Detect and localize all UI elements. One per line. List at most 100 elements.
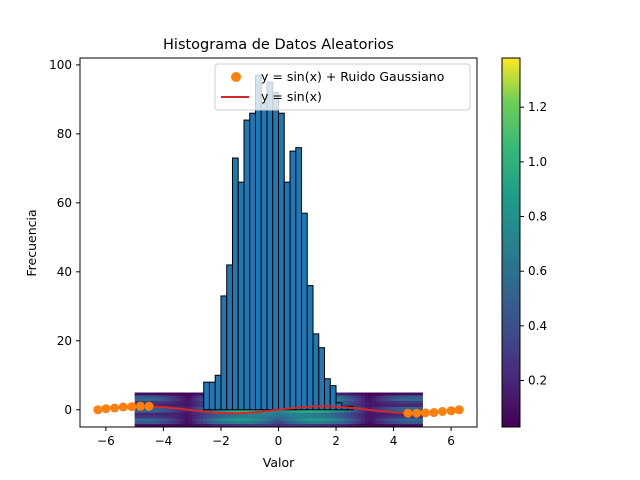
heatmap-cell bbox=[271, 424, 276, 427]
heatmap-cell bbox=[167, 395, 172, 399]
heatmap-cell bbox=[314, 409, 319, 414]
heatmap-cell bbox=[199, 418, 204, 422]
heatmap-cell bbox=[145, 398, 150, 402]
heatmap-cell bbox=[314, 424, 319, 427]
heatmap-cell bbox=[163, 424, 168, 427]
heatmap-cell bbox=[336, 412, 341, 417]
heatmap-cell bbox=[368, 421, 373, 425]
heatmap-cell bbox=[163, 404, 168, 408]
heatmap-cell bbox=[159, 398, 165, 402]
heatmap-cell bbox=[375, 418, 380, 422]
heatmap-cell bbox=[220, 415, 226, 419]
heatmap-cell bbox=[167, 409, 172, 414]
heatmap-cell bbox=[303, 421, 308, 425]
heatmap-cell bbox=[361, 421, 366, 425]
heatmap-cell bbox=[379, 395, 384, 399]
heatmap-cell bbox=[195, 415, 200, 419]
heatmap-cell bbox=[217, 421, 222, 425]
heatmap-cell bbox=[177, 418, 183, 422]
heatmap-cell bbox=[185, 418, 190, 422]
heatmap-cell bbox=[343, 412, 348, 417]
colorbar-tick-label: 1.2 bbox=[528, 100, 547, 114]
colorbar-gradient bbox=[501, 57, 521, 428]
y-axis-label: Frecuencia bbox=[24, 209, 39, 276]
heatmap-cell bbox=[379, 421, 384, 425]
heatmap-cell bbox=[217, 418, 222, 422]
heatmap-cell bbox=[389, 415, 395, 419]
heatmap-cell bbox=[149, 412, 154, 417]
heatmap-cell bbox=[386, 418, 391, 422]
heatmap-cell bbox=[181, 412, 186, 417]
heatmap-cell bbox=[271, 421, 276, 425]
heatmap-cell bbox=[339, 418, 344, 422]
heatmap-cell bbox=[357, 395, 362, 399]
heatmap-cell bbox=[274, 415, 280, 419]
heatmap-cell bbox=[141, 409, 147, 414]
heatmap-cell bbox=[170, 424, 175, 427]
x-axis-label: Valor bbox=[263, 455, 295, 470]
heatmap-cell bbox=[325, 415, 330, 419]
heatmap-cell bbox=[357, 412, 362, 417]
heatmap-cell bbox=[328, 421, 334, 425]
heatmap-cell bbox=[400, 412, 405, 417]
heatmap-cell bbox=[213, 418, 218, 422]
heatmap-cell bbox=[177, 395, 183, 399]
heatmap-cell bbox=[415, 392, 420, 396]
heatmap-cell bbox=[354, 392, 359, 396]
sine-line-layer bbox=[97, 405, 460, 415]
heatmap-cell bbox=[346, 409, 352, 414]
heatmap-cell bbox=[220, 418, 226, 422]
heatmap-cell bbox=[372, 395, 377, 399]
heatmap-cell bbox=[195, 418, 200, 422]
heatmap-cell bbox=[278, 409, 283, 414]
heatmap-cell bbox=[397, 409, 402, 414]
heatmap-cell bbox=[152, 415, 157, 419]
heatmap-cell bbox=[382, 404, 387, 408]
heatmap-cell bbox=[138, 398, 143, 402]
heatmap-cell bbox=[285, 424, 290, 427]
heatmap-cell bbox=[159, 401, 165, 405]
histogram-bar bbox=[214, 374, 222, 411]
heatmap-cell bbox=[213, 409, 218, 414]
heatmap-cell bbox=[185, 421, 190, 425]
heatmap-cell bbox=[282, 415, 287, 419]
heatmap-cell bbox=[170, 418, 175, 422]
heatmap-cell bbox=[389, 424, 395, 427]
heatmap-cell bbox=[192, 401, 197, 405]
heatmap-cell bbox=[220, 421, 226, 425]
heatmap-cell bbox=[400, 401, 405, 405]
plot-area bbox=[93, 74, 464, 427]
heatmap-cell bbox=[152, 424, 157, 427]
heatmap-cell bbox=[231, 415, 236, 419]
heatmap-cell bbox=[256, 418, 262, 422]
heatmap-cell bbox=[368, 424, 373, 427]
heatmap-cell bbox=[156, 401, 161, 405]
heatmap-cell bbox=[393, 409, 398, 414]
heatmap-cell bbox=[181, 404, 186, 408]
heatmap-cell bbox=[231, 418, 236, 422]
heatmap-cell bbox=[145, 418, 150, 422]
heatmap-cell bbox=[411, 404, 416, 408]
heatmap-cell bbox=[156, 415, 161, 419]
heatmap-cell bbox=[199, 424, 204, 427]
heatmap-cell bbox=[386, 406, 391, 411]
heatmap-cell bbox=[404, 401, 409, 405]
heatmap-cell bbox=[163, 412, 168, 417]
heatmap-cell bbox=[354, 418, 359, 422]
heatmap-cell bbox=[364, 401, 369, 405]
heatmap-cell bbox=[350, 412, 355, 417]
heatmap-cell bbox=[167, 418, 172, 422]
heatmap-cell bbox=[235, 409, 240, 414]
heatmap-cell bbox=[192, 395, 197, 399]
heatmap-cell bbox=[188, 415, 193, 419]
heatmap-cell bbox=[170, 404, 175, 408]
heatmap-cell bbox=[264, 412, 269, 417]
heatmap-cell bbox=[372, 424, 377, 427]
heatmap-cell bbox=[314, 421, 319, 425]
heatmap-cell bbox=[202, 421, 208, 425]
heatmap-cell bbox=[404, 424, 409, 427]
heatmap-cell bbox=[177, 415, 183, 419]
heatmap-cell bbox=[152, 412, 157, 417]
heatmap-cell bbox=[138, 412, 143, 417]
heatmap-cell bbox=[163, 418, 168, 422]
